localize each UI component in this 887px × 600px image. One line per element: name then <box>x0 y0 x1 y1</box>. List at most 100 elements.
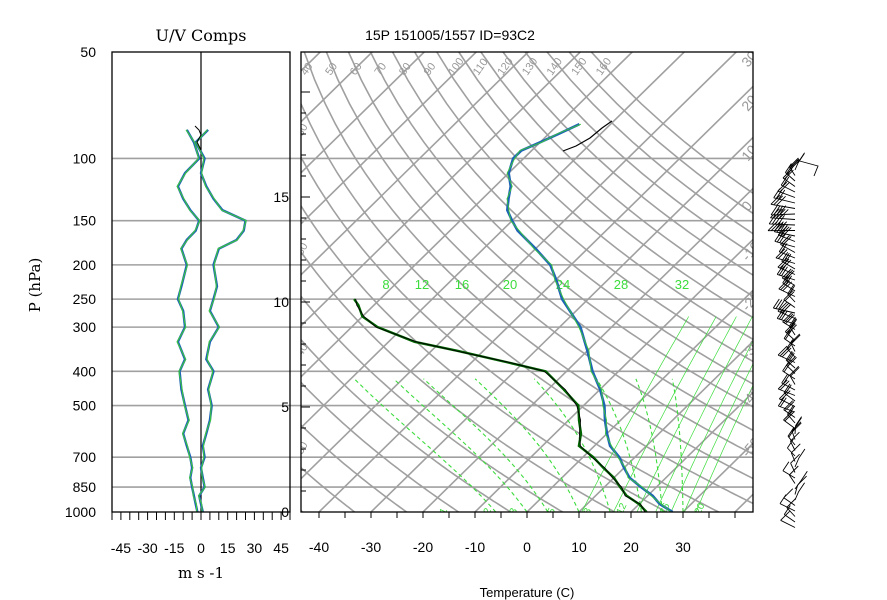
uv-ylabel: P (hPa) <box>26 258 44 313</box>
theta-label: 70 <box>372 61 389 78</box>
height-tick-label: 0 <box>281 504 289 520</box>
isotherm <box>301 52 529 276</box>
isotherm <box>370 136 753 512</box>
theta-label: 130 <box>520 56 540 78</box>
dry-adiabat <box>301 295 563 512</box>
wind-barb <box>780 175 796 193</box>
wind-barb <box>778 279 796 297</box>
isotherm <box>301 52 425 174</box>
dry-adiabat <box>347 52 753 432</box>
moist-adiabat <box>635 378 663 512</box>
isotherm <box>301 52 321 72</box>
dry-adiabat <box>301 466 356 512</box>
moist-adiabat <box>474 378 580 512</box>
mixing-ratio-label: 16 <box>455 277 469 292</box>
temperature-profile-overlay <box>506 123 672 512</box>
dewpoint-profile-overlay <box>355 299 646 512</box>
isotherm <box>301 52 581 327</box>
wind-barb <box>795 159 819 177</box>
wind-barb <box>788 465 799 484</box>
wind-barb <box>773 188 796 204</box>
moist-adiabat <box>353 378 497 512</box>
uv-grid <box>112 157 301 488</box>
moist-adiabat <box>533 378 611 512</box>
isotherm <box>422 187 753 512</box>
skewt-xlabel: Temperature (C) <box>480 585 575 600</box>
uv-y-tick-label: 700 <box>73 449 97 465</box>
v-component-line-overlay <box>176 129 201 512</box>
v-component-line <box>176 129 201 512</box>
temperature-tick-label: -40 <box>309 539 329 555</box>
isotherm-label: 20 <box>738 92 760 114</box>
mixing-ratio-label: 8 <box>382 277 389 292</box>
isotherm <box>301 52 633 378</box>
height-tick-label: 5 <box>281 399 289 415</box>
isotherm <box>526 289 753 512</box>
temperature-tick-label: -30 <box>361 539 381 555</box>
uv-top-segment <box>194 125 202 151</box>
uv-y-tick-label: 850 <box>73 479 97 495</box>
height-ticks: 0 5 10 15 <box>273 91 310 520</box>
mixing-ratio-line <box>683 363 753 512</box>
wind-barb <box>790 453 800 473</box>
moist-adiabat-label: 12 <box>615 501 630 516</box>
wind-barb <box>781 251 796 270</box>
temperature-tick-label: -20 <box>413 539 433 555</box>
isotherm <box>734 493 753 512</box>
dry-adiabat <box>301 424 408 512</box>
wind-barb <box>783 290 796 308</box>
temperature-tick-label: 20 <box>623 539 639 555</box>
wind-barb <box>783 329 796 347</box>
wind-barb <box>794 475 807 495</box>
temperature-tick-label: -10 <box>465 539 485 555</box>
dry-adiabat <box>414 52 753 363</box>
mixing-ratio-label: 20 <box>503 277 517 292</box>
wind-barb <box>784 322 797 341</box>
uv-y-tick-label: 500 <box>73 398 97 414</box>
uv-title: U/V Comps <box>155 26 246 45</box>
wind-barb <box>778 242 796 259</box>
uv-y-tick-label: 50 <box>80 44 96 60</box>
uv-x-tick-label: -30 <box>137 540 157 556</box>
isotherm-label: 10 <box>738 142 760 164</box>
wind-barb <box>783 410 796 429</box>
uv-y-tick-label: 200 <box>73 257 97 273</box>
uv-x-tick-label: 0 <box>197 540 205 556</box>
uv-x-tick-label: -45 <box>111 540 131 556</box>
uv-y-tick-label: 250 <box>73 291 97 307</box>
wind-barb <box>785 163 796 182</box>
temperature-tick-labels: -40 -30 -20 -10 0 10 20 30 <box>309 512 736 555</box>
wind-barb <box>783 488 796 506</box>
theta-label: 50 <box>323 61 340 78</box>
wind-barb <box>794 482 805 501</box>
isotherm-label: -30 <box>738 336 763 362</box>
moist-adiabat-label: 5 <box>546 506 559 516</box>
uv-y-tick-label: 150 <box>73 213 97 229</box>
dry-adiabat <box>480 52 753 298</box>
theta-label: 120 <box>495 56 515 78</box>
isotherm-label: 30 <box>738 48 760 70</box>
height-tick-label: 15 <box>273 189 289 205</box>
wind-barb <box>783 400 796 418</box>
uv-x-tick-labels: -45 -30 -15 0 15 30 45 <box>111 512 291 556</box>
wind-barb <box>783 505 796 523</box>
moist-adiabat <box>596 378 642 512</box>
isotherm <box>578 340 753 512</box>
mixing-ratio-line <box>695 384 753 512</box>
moist-adiabat-label: 20 <box>693 501 708 516</box>
isotherm <box>630 391 753 512</box>
theta-label: 60 <box>348 61 365 78</box>
moist-adiabat-label: 1 <box>438 506 451 516</box>
wind-barb <box>777 301 796 319</box>
dry-adiabat <box>502 52 753 276</box>
uv-x-tick-label: 30 <box>247 540 263 556</box>
temperature-tick-label: 10 <box>571 539 587 555</box>
uv-x-tick-label: 15 <box>220 540 236 556</box>
temperature-top-segment <box>562 120 613 152</box>
mixing-ratio-line <box>581 316 690 512</box>
uv-panel: U/V Comps P (hPa) 1000850700500400300250… <box>26 26 301 582</box>
mixing-ratio-label: 28 <box>614 277 628 292</box>
theta-label: 90 <box>422 61 439 78</box>
isotherm <box>301 52 685 429</box>
